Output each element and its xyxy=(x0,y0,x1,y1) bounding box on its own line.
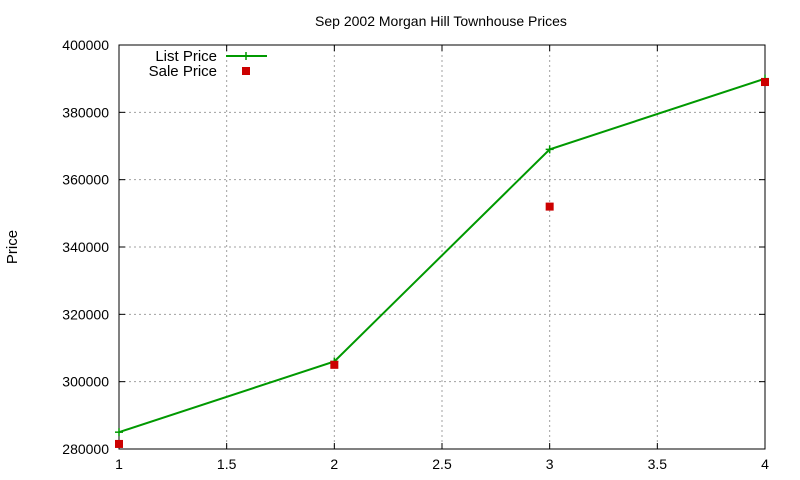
x-tick-label: 3.5 xyxy=(648,456,668,472)
y-tick-label: 340000 xyxy=(62,239,109,255)
legend: List Price Sale Price xyxy=(149,48,267,80)
y-tick-label: 280000 xyxy=(62,441,109,457)
x-tick-label: 2 xyxy=(330,456,338,472)
y-axis-label: Price xyxy=(4,230,21,264)
sale-price-point xyxy=(545,202,554,211)
sale-price-point xyxy=(115,439,123,448)
list-price-line xyxy=(118,77,766,434)
x-tick-label: 2.5 xyxy=(432,456,452,472)
legend-label-sale-price: Sale Price xyxy=(149,63,217,80)
x-tick-label: 1.5 xyxy=(217,456,237,472)
x-tick-label: 1 xyxy=(115,456,123,472)
sale-price-point xyxy=(761,78,769,87)
sale-price-point xyxy=(330,360,339,369)
x-tick-label: 4 xyxy=(761,456,769,472)
y-tick-label: 300000 xyxy=(62,374,109,390)
legend-label-list-price: List Price xyxy=(155,48,217,65)
y-tick-label: 360000 xyxy=(62,172,109,188)
y-tick-label: 380000 xyxy=(62,104,109,120)
legend-plus-marker xyxy=(242,52,250,60)
grid xyxy=(119,45,765,449)
y-tick-label: 400000 xyxy=(62,37,109,53)
legend-square-marker xyxy=(242,67,250,75)
list-price-point xyxy=(545,145,554,154)
chart-title: Sep 2002 Morgan Hill Townhouse Prices xyxy=(315,13,567,29)
ticks: 1 1.5 2 2.5 3 3.5 4 280000 300000 320000 340000 360… xyxy=(62,37,769,472)
legend-swatch-list-price xyxy=(226,52,267,60)
plot-frame xyxy=(118,44,766,450)
series-layer xyxy=(115,74,769,448)
list-price-point xyxy=(115,428,123,437)
x-tick-label: 3 xyxy=(546,456,554,472)
legend-swatch-sale-price xyxy=(242,67,250,75)
y-tick-label: 320000 xyxy=(62,306,109,322)
